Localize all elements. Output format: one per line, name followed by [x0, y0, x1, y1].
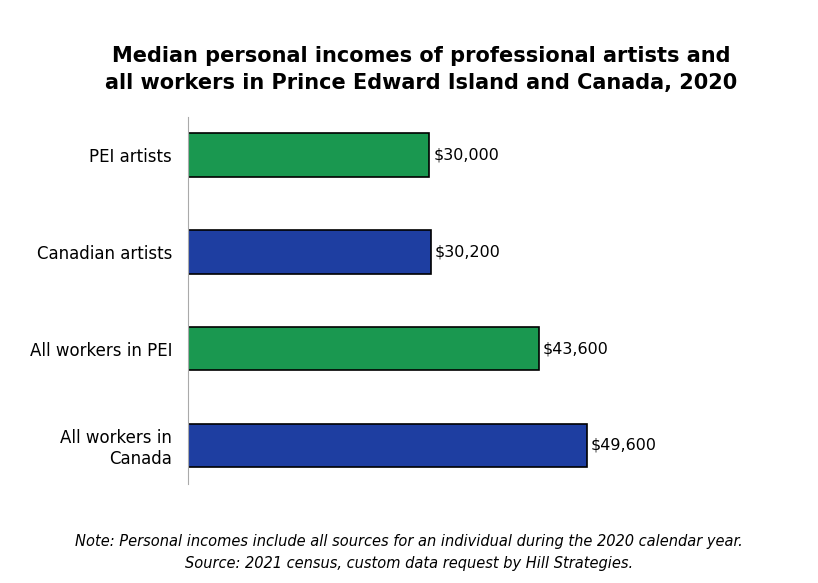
Text: $49,600: $49,600 — [591, 438, 657, 453]
Bar — [188, 134, 429, 177]
Text: $43,600: $43,600 — [542, 341, 609, 356]
Bar — [188, 327, 538, 370]
Text: $30,000: $30,000 — [434, 147, 499, 163]
Bar — [188, 424, 587, 467]
Text: $30,200: $30,200 — [435, 244, 501, 259]
Text: Note: Personal incomes include all sources for an individual during the 2020 cal: Note: Personal incomes include all sourc… — [75, 534, 743, 571]
Title: Median personal incomes of professional artists and
all workers in Prince Edward: Median personal incomes of professional … — [106, 47, 737, 93]
Bar — [188, 230, 431, 273]
